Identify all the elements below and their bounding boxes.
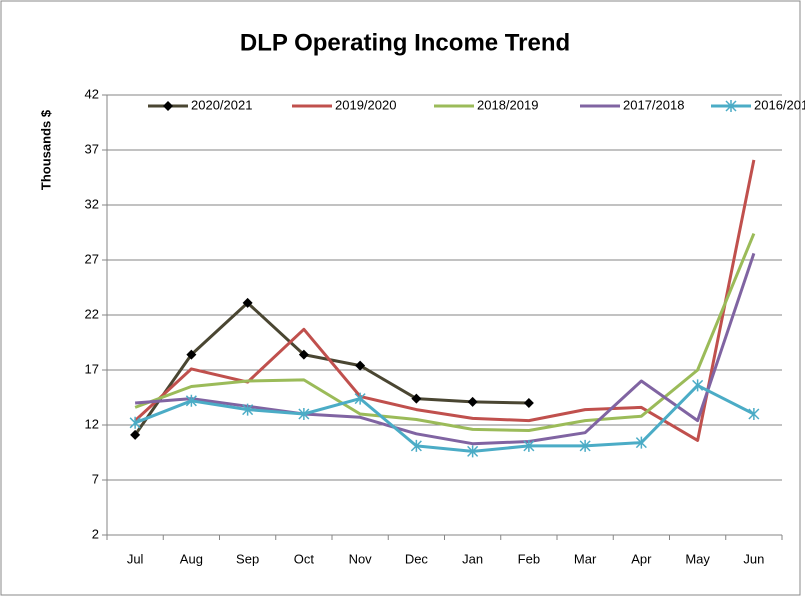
x-tick-label: Feb	[518, 551, 540, 566]
series-line	[134, 159, 756, 442]
x-tick-label: Apr	[631, 551, 652, 566]
x-tick-label: Aug	[180, 551, 203, 566]
legend-label: 2017/2018	[623, 97, 684, 112]
point-marker	[298, 408, 310, 420]
point-marker	[186, 349, 197, 360]
point-marker	[635, 436, 647, 449]
legend-label: 2018/2019	[477, 97, 538, 112]
legend-label: 2019/2020	[335, 97, 396, 112]
y-axis-label: Thousands $	[38, 109, 53, 190]
point-marker	[354, 392, 366, 405]
y-tick-label: 32	[85, 196, 99, 211]
y-tick-label: 2	[92, 526, 99, 541]
point-marker	[579, 439, 591, 452]
point-marker	[523, 398, 534, 408]
chart-title: DLP Operating Income Trend	[240, 29, 570, 56]
x-tick-label: May	[685, 551, 710, 566]
y-tick-label: 7	[92, 471, 99, 486]
point-marker	[185, 394, 197, 407]
series-line	[134, 383, 755, 453]
y-tick-label: 17	[85, 361, 99, 376]
y-tick-label: 12	[85, 416, 99, 431]
legend-label: 2016/2017	[754, 97, 805, 112]
point-marker	[725, 100, 737, 112]
legend-label: 2020/2021	[191, 97, 252, 112]
point-marker	[467, 396, 478, 407]
x-tick-label: Sep	[236, 551, 259, 566]
point-marker	[163, 101, 173, 111]
series-line	[134, 233, 756, 432]
x-tick-label: Nov	[349, 551, 373, 566]
x-tick-label: Jan	[462, 551, 483, 566]
point-marker	[692, 379, 704, 392]
point-marker	[242, 297, 253, 308]
x-tick-label: Mar	[574, 551, 597, 566]
point-marker	[467, 445, 479, 458]
point-marker	[410, 439, 422, 452]
x-tick-label: Jul	[127, 551, 144, 566]
y-tick-label: 22	[85, 306, 99, 321]
point-marker	[130, 429, 141, 440]
y-tick-label: 37	[85, 141, 99, 156]
x-tick-label: Dec	[405, 551, 429, 566]
point-marker	[411, 393, 422, 404]
y-tick-label: 27	[85, 251, 99, 266]
point-marker	[129, 416, 141, 429]
point-marker	[242, 403, 254, 416]
point-marker	[748, 408, 760, 420]
y-tick-label: 42	[85, 86, 99, 101]
x-tick-label: Jun	[743, 551, 764, 566]
point-marker	[355, 360, 366, 371]
point-marker	[298, 349, 309, 360]
point-marker	[523, 439, 535, 452]
series-line	[133, 301, 529, 436]
x-tick-label: Oct	[294, 551, 315, 566]
series-line	[135, 252, 756, 446]
